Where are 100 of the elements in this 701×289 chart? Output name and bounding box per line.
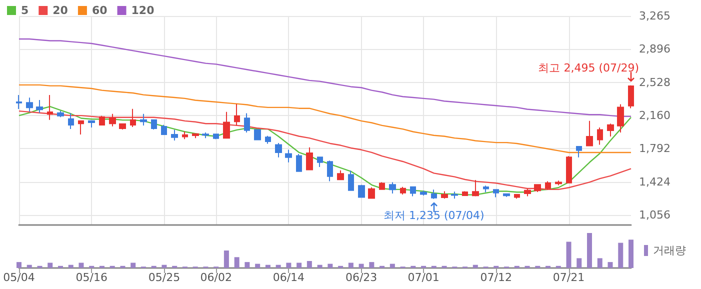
candlestick <box>451 191 458 200</box>
candlestick <box>597 127 603 146</box>
candlestick <box>265 135 271 144</box>
bar <box>317 264 322 268</box>
annotation: 최저 1,235 (07/04) <box>384 208 484 222</box>
candlestick <box>400 186 406 196</box>
candlestick <box>628 84 634 109</box>
x-tick-label: 07/01 <box>408 271 440 284</box>
candlestick <box>36 99 43 114</box>
candlestick <box>441 190 448 200</box>
y-tick-label: 1,424 <box>639 175 670 188</box>
candlestick <box>358 184 365 198</box>
candlestick <box>202 132 209 139</box>
bar <box>348 262 354 268</box>
candlestick <box>296 154 302 172</box>
candlestick <box>223 111 230 139</box>
candlestick <box>254 129 261 140</box>
candlestick <box>16 94 22 110</box>
y-tick-label: 3,265 <box>639 10 670 22</box>
candlestick <box>26 97 33 112</box>
candlestick <box>431 189 437 200</box>
bar <box>296 262 302 268</box>
candlestick <box>151 119 157 130</box>
candlestick <box>483 185 489 193</box>
candlestick <box>109 113 116 127</box>
x-tick-label: 05/25 <box>148 271 180 284</box>
candlestick <box>119 123 126 130</box>
legend-label: 20 <box>52 4 68 17</box>
y-tick-label: 2,528 <box>639 76 670 89</box>
candlestick <box>161 124 167 135</box>
candlestick <box>57 110 64 118</box>
candlestick <box>140 113 147 126</box>
candlestick <box>410 186 416 197</box>
candlestick <box>99 115 105 126</box>
bar <box>130 262 136 268</box>
candlestick <box>607 123 614 137</box>
bar <box>244 262 250 268</box>
bar <box>162 264 167 268</box>
candlestick <box>244 112 250 133</box>
x-tick-label: 07/12 <box>480 271 512 284</box>
legend-label: 거래량 <box>653 244 686 257</box>
bar <box>369 262 374 268</box>
candlestick <box>524 188 531 197</box>
bar <box>358 264 364 268</box>
candlestick <box>503 193 510 198</box>
y-tick-label: 1,792 <box>639 142 670 156</box>
bar <box>265 264 270 268</box>
bar <box>286 262 292 268</box>
bar <box>234 257 240 268</box>
candlestick <box>317 156 323 168</box>
bar <box>576 258 582 268</box>
candlestick <box>617 104 624 133</box>
candlestick <box>493 189 499 198</box>
candlestick <box>576 146 582 158</box>
bar <box>306 261 312 268</box>
candlestick <box>327 160 333 182</box>
candlestick <box>555 180 562 186</box>
candlestick <box>337 170 344 180</box>
bar <box>628 240 634 268</box>
candlestick <box>534 184 541 192</box>
legend-label: 120 <box>131 4 155 17</box>
bar <box>390 264 395 268</box>
x-tick-label: 06/02 <box>200 271 232 284</box>
candlestick <box>389 182 396 194</box>
annotation: 최고 2,495 (07/29) <box>538 61 639 74</box>
bar <box>16 262 22 268</box>
candlestick <box>213 134 219 140</box>
y-tick-label: 2,896 <box>639 42 670 56</box>
bar <box>328 264 333 268</box>
candlestick <box>379 182 385 190</box>
x-tick-label: 05/16 <box>76 271 108 284</box>
candlestick <box>368 186 375 199</box>
y-tick-label: 1,056 <box>639 208 670 222</box>
candlestick <box>192 133 199 139</box>
legend-label: 5 <box>21 4 29 17</box>
bar <box>224 250 229 268</box>
candlestick <box>182 130 188 140</box>
bar <box>472 264 478 268</box>
legend-label: 60 <box>92 4 108 17</box>
candlestick <box>566 156 572 184</box>
candlestick <box>68 112 74 130</box>
bar <box>26 264 32 268</box>
candlestick <box>234 103 240 126</box>
candlestick <box>472 179 479 197</box>
x-tick-label: 06/23 <box>345 271 378 284</box>
candlestick <box>420 190 427 196</box>
line-series <box>18 84 632 154</box>
bar <box>48 262 53 268</box>
x-tick-label: 05/04 <box>3 271 35 284</box>
candlestick <box>586 120 593 146</box>
bar <box>608 262 613 268</box>
candlestick <box>88 120 95 128</box>
bar <box>78 262 84 268</box>
candlestick <box>285 149 292 163</box>
candlestick <box>462 190 468 196</box>
candlestick <box>78 120 84 135</box>
x-tick-label: 06/14 <box>272 271 305 284</box>
bar <box>618 242 624 268</box>
candlestick <box>130 108 136 128</box>
bar <box>255 264 260 268</box>
